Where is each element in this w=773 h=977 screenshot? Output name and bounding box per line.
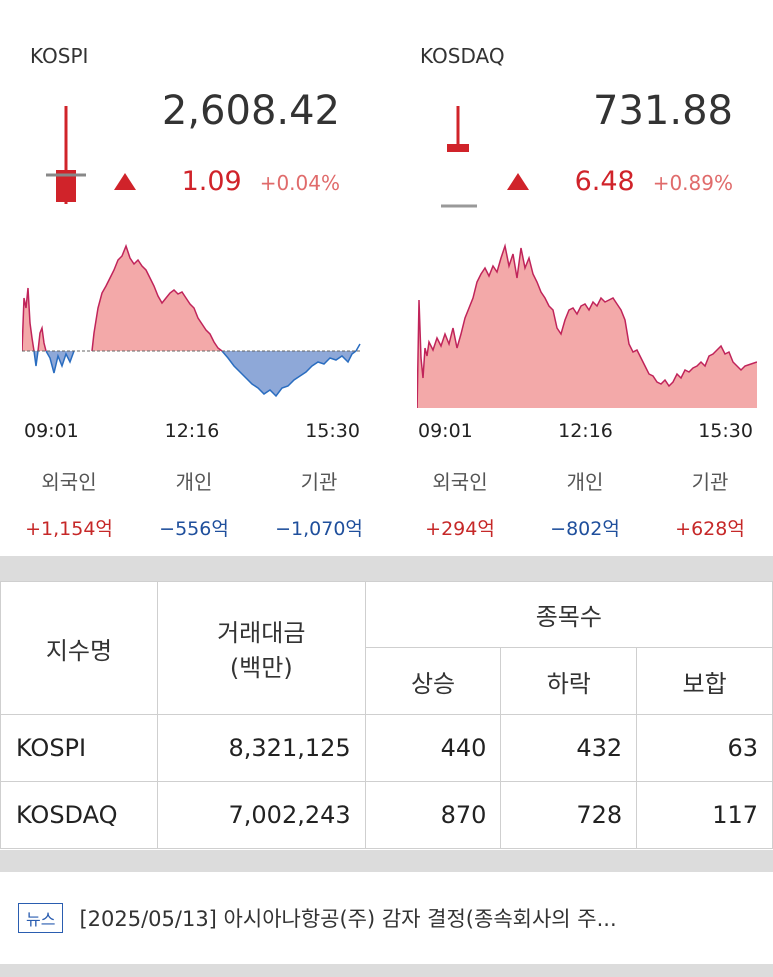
header-trade-amount-label: 거래대금 [217, 619, 306, 647]
investor-institution: 기관 −1,070억 [264, 466, 374, 541]
kospi-title: KOSPI [30, 44, 89, 68]
table-row[interactable]: KOSDAQ 7,002,243 870 728 117 [0, 781, 773, 849]
kosdaq-value: 731.88 [593, 88, 733, 134]
kosdaq-area-up [417, 246, 757, 408]
investor-foreign: 외국인 +1,154억 [14, 466, 124, 541]
section-divider [0, 850, 773, 872]
news-tag: 뉴스 [18, 903, 64, 933]
up-arrow-icon [113, 173, 136, 190]
investor-value: −802억 [550, 518, 620, 540]
time-label: 15:30 [305, 420, 360, 442]
investor-value: −1,070억 [275, 518, 363, 540]
row-fall-count: 432 [500, 714, 638, 782]
kospi-time-axis: 09:01 12:16 15:30 [24, 420, 360, 442]
investor-label: 기관 [691, 470, 729, 494]
kospi-change: 1.09 +0.04% [113, 166, 340, 197]
investor-value: −556억 [159, 518, 229, 540]
header-trade-amount-unit: (백만) [229, 654, 293, 682]
kospi-panel[interactable]: KOSPI 2,608.42 1.09 +0.04% 09:01 12:16 1… [0, 0, 386, 556]
investor-individual: 개인 −802억 [530, 466, 640, 541]
row-rise-count: 440 [364, 714, 502, 782]
time-label: 09:01 [24, 420, 79, 442]
investor-label: 개인 [566, 470, 604, 494]
header-stock-count: 종목수 [364, 581, 773, 648]
section-divider [0, 556, 773, 581]
row-trade-amount: 8,321,125 [156, 714, 366, 782]
market-stats-table: 지수명 거래대금 (백만) 종목수 상승 하락 보합 KOSPI 8,321,1… [0, 581, 773, 849]
investor-value: +628억 [675, 518, 745, 540]
kosdaq-panel[interactable]: KOSDAQ 731.88 6.48 +0.89% 09:01 12:16 15… [387, 0, 773, 556]
kospi-candle-icon [46, 106, 86, 204]
kosdaq-change: 6.48 +0.89% [506, 166, 733, 197]
investor-foreign: 외국인 +294억 [405, 466, 515, 541]
news-ticker[interactable]: 뉴스 [2025/05/13] 아시아나항공(주) 감자 결정(종속회사의 주.… [0, 872, 773, 964]
row-index-name: KOSDAQ [0, 781, 158, 849]
investor-individual: 개인 −556억 [139, 466, 249, 541]
kospi-change-pct: +0.04% [259, 171, 340, 195]
investor-label: 개인 [175, 470, 213, 494]
investor-value: +294억 [425, 518, 495, 540]
kosdaq-change-pct: +0.89% [652, 171, 733, 195]
kosdaq-time-axis: 09:01 12:16 15:30 [418, 420, 753, 442]
row-trade-amount: 7,002,243 [156, 781, 366, 849]
investor-label: 외국인 [432, 470, 488, 494]
investor-institution: 기관 +628억 [655, 466, 765, 541]
kosdaq-candle-icon [441, 106, 477, 208]
time-label: 09:01 [418, 420, 473, 442]
investor-value: +1,154억 [25, 518, 113, 540]
investor-label: 기관 [300, 470, 338, 494]
kosdaq-change-abs: 6.48 [574, 166, 635, 197]
time-label: 12:16 [558, 420, 613, 442]
header-flat: 보합 [636, 647, 773, 715]
row-index-name: KOSPI [0, 714, 158, 782]
news-headline-link[interactable]: [2025/05/13] 아시아나항공(주) 감자 결정(종속회사의 주... [79, 907, 617, 931]
header-trade-amount: 거래대금 (백만) [156, 581, 366, 715]
header-rise: 상승 [364, 647, 502, 715]
header-index-name: 지수명 [0, 581, 158, 715]
investor-label: 외국인 [41, 470, 97, 494]
kospi-investors: 외국인 +1,154억 개인 −556억 기관 −1,070억 [14, 466, 374, 541]
kosdaq-intraday-chart [417, 243, 757, 408]
table-row[interactable]: KOSPI 8,321,125 440 432 63 [0, 714, 773, 782]
kospi-area-down [34, 351, 356, 396]
header-fall: 하락 [500, 647, 638, 715]
kospi-intraday-chart [22, 243, 362, 398]
kosdaq-title: KOSDAQ [420, 44, 505, 68]
row-fall-count: 728 [500, 781, 638, 849]
row-rise-count: 870 [364, 781, 502, 849]
time-label: 12:16 [164, 420, 220, 442]
time-label: 15:30 [698, 420, 753, 442]
up-arrow-icon [506, 173, 529, 190]
section-divider [0, 964, 773, 977]
row-flat-count: 63 [636, 714, 773, 782]
row-flat-count: 117 [636, 781, 773, 849]
kospi-change-abs: 1.09 [181, 166, 242, 197]
kospi-area-up [22, 246, 222, 351]
kospi-value: 2,608.42 [161, 88, 340, 134]
kosdaq-investors: 외국인 +294억 개인 −802억 기관 +628억 [405, 466, 765, 541]
